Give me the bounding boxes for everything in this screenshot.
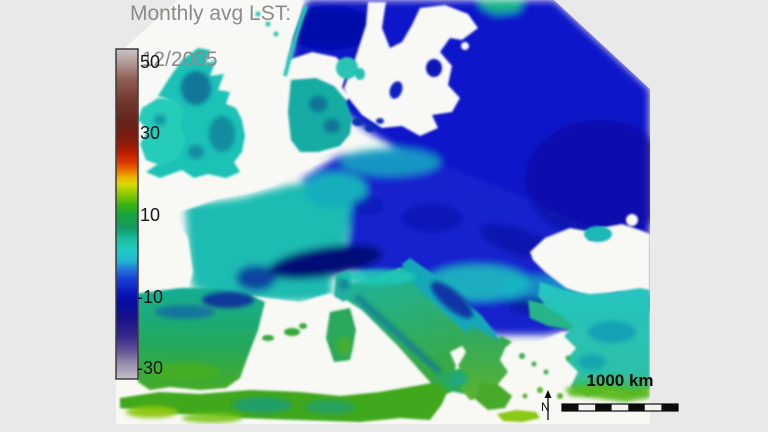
coastal-lands — [120, 5, 650, 423]
orkney-islands — [273, 31, 279, 37]
lake-ladoga — [447, 27, 457, 37]
black-sea — [530, 224, 650, 298]
england-pennines — [209, 116, 235, 152]
oslo-coast-warm — [355, 68, 365, 80]
turkey-south-coast-green — [565, 384, 650, 402]
cantabrian-ridge — [155, 305, 215, 319]
aegean-island-2 — [531, 361, 537, 367]
ireland-hills — [154, 114, 166, 126]
crete — [497, 410, 540, 422]
map-title: Monthly avg LST: 12/2005 — [130, 2, 291, 71]
norway-south-coast-warm — [336, 57, 358, 79]
italy — [336, 266, 512, 396]
jutland-dark-1 — [309, 96, 327, 112]
balearic-mallorca — [284, 328, 300, 336]
ireland — [138, 98, 186, 166]
crimea — [584, 226, 612, 242]
colorbar-tick-10: 10 — [140, 205, 161, 225]
jutland-denmark — [288, 78, 352, 152]
sea-of-azov — [626, 214, 638, 226]
finnish-coast-island — [426, 59, 442, 77]
massif-central-ridge — [236, 265, 276, 291]
corsica-dark — [339, 278, 349, 290]
colorbar-tick-minus10: -10 — [137, 287, 164, 307]
scale-bar-segment — [628, 404, 645, 411]
sardinia-green — [336, 336, 352, 356]
scale-bar — [561, 403, 679, 412]
aegean-island-7 — [565, 355, 571, 361]
gotland-island — [389, 81, 403, 99]
scale-bar-segment — [661, 404, 678, 411]
lake-onega — [461, 42, 469, 50]
atlas-yellow-green-1 — [126, 406, 178, 418]
funen-island — [365, 124, 375, 132]
scale-bar-segment — [644, 404, 662, 411]
aegean-island-3 — [543, 369, 549, 375]
zealand-island — [352, 118, 364, 126]
peloponnese — [476, 382, 512, 410]
colorbar-tick-30: 30 — [140, 123, 161, 143]
czech-highlands — [402, 204, 462, 232]
alps-ridge — [267, 244, 383, 280]
faroe-islands — [255, 11, 261, 17]
anatolia-dark-1 — [588, 321, 636, 343]
colorbar-tick-minus30: -30 — [137, 358, 164, 378]
scale-bar-label: 1000 km — [586, 371, 654, 390]
terrain-patches — [126, 71, 650, 423]
jutland-dark-2 — [324, 119, 340, 133]
africa-teal-1 — [232, 397, 292, 413]
aegean-island-5 — [522, 393, 528, 399]
sierra-nevada-green — [150, 363, 220, 381]
greece — [458, 326, 508, 404]
africa-teal-2 — [305, 400, 355, 414]
balearic-ibiza — [262, 335, 274, 341]
colorbar-tick-50: 50 — [140, 52, 161, 72]
temperature-fields — [185, 0, 650, 335]
map-title-line2: 12/2005 — [141, 48, 218, 71]
atlas-yellow-green-2 — [182, 413, 242, 423]
baltic-sea-system — [344, 2, 478, 136]
north-arrow-label: N — [541, 400, 550, 414]
shetland-islands — [265, 21, 271, 27]
dinaric-alps — [431, 281, 473, 319]
scale-bar-segment — [595, 404, 612, 411]
norway-coast-fringe — [283, 5, 308, 77]
north-arrow-icon — [544, 390, 552, 420]
scotland-highlands — [181, 71, 211, 105]
anatolia-dark-2 — [578, 354, 606, 370]
bornholm-island — [376, 118, 384, 124]
aegean-island-4 — [537, 387, 543, 393]
apennines-ridge — [353, 293, 443, 375]
aegean-island-1 — [519, 353, 525, 359]
balearic-menorca — [299, 323, 307, 329]
temperature-colorbar — [115, 48, 139, 380]
pyrenees-ridge — [202, 292, 254, 308]
wales-hills — [188, 145, 204, 159]
field-east-deep-blue — [525, 120, 650, 240]
sicily-interior — [449, 374, 467, 386]
field-norway-deep — [285, 6, 375, 50]
scale-bar-segment — [562, 404, 579, 411]
scale-bar-segment — [611, 404, 629, 411]
po-valley-warm — [340, 269, 416, 285]
map-data-region — [116, 0, 650, 424]
harz-patch — [352, 197, 384, 215]
field-kola-green — [478, 0, 524, 14]
map-title-line1: Monthly avg LST: — [130, 2, 292, 25]
field-north-germany-teal — [340, 148, 440, 176]
scale-bar-segment — [578, 404, 596, 411]
aegean-island-6 — [557, 393, 563, 399]
field-benelux-teal — [303, 172, 367, 208]
